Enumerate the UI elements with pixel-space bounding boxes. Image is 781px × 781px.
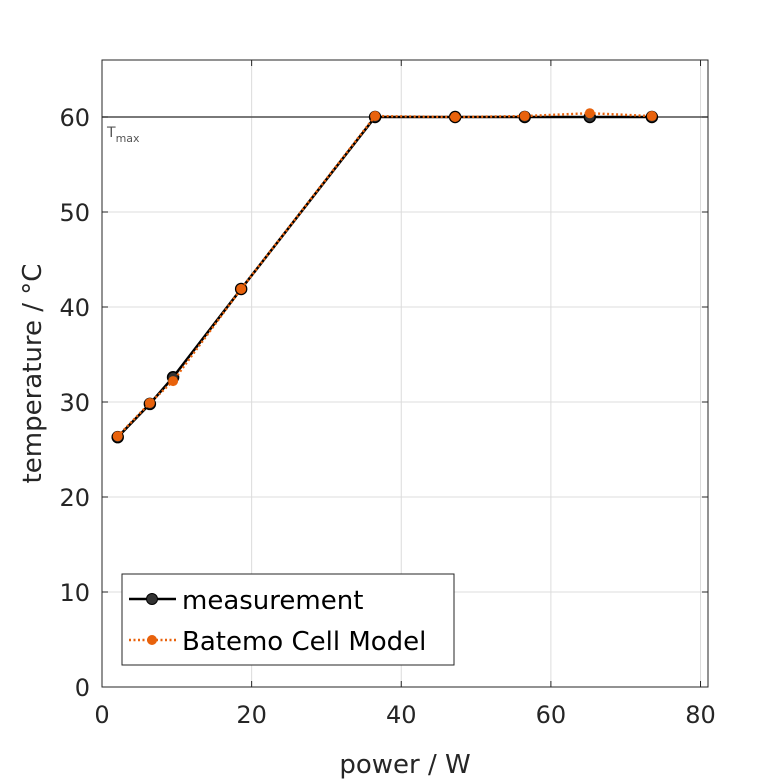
y-tick-label: 20 [59, 484, 90, 512]
legend: measurement Batemo Cell Model [121, 573, 455, 666]
data-point [370, 111, 381, 122]
x-tick-label: 20 [236, 701, 267, 729]
reference-line-group: Tmax [102, 116, 708, 145]
x-axis-label: power / W [339, 750, 470, 780]
data-point [112, 431, 123, 442]
x-tick-label: 40 [386, 701, 417, 729]
data-point [584, 108, 595, 119]
data-point [519, 111, 530, 122]
x-tick-label: 0 [94, 701, 109, 729]
y-tick-label: 30 [59, 389, 90, 417]
series-model [112, 108, 657, 442]
tmax-label-main: T [106, 125, 116, 141]
series-measurement [111, 110, 659, 444]
tick-labels: 0 20 40 60 80 0 10 20 30 40 50 60 [59, 60, 716, 729]
legend-marker [147, 635, 157, 645]
x-tick-label: 80 [685, 701, 716, 729]
tmax-label-sub: max [116, 132, 140, 145]
plot-area-frame [101, 59, 709, 688]
y-tick-label: 40 [59, 294, 90, 322]
legend-label: measurement [182, 586, 363, 616]
legend-entry: Batemo Cell Model [129, 627, 426, 657]
legend-box [121, 573, 455, 666]
data-point [168, 376, 179, 387]
tmax-label: Tmax [106, 125, 140, 145]
legend-marker [146, 593, 158, 605]
series-line [116, 115, 652, 439]
series-group [111, 108, 659, 444]
y-tick-label: 60 [59, 104, 90, 132]
y-tick-label: 50 [59, 199, 90, 227]
legend-entry: measurement [129, 586, 363, 616]
y-tick-label: 10 [59, 579, 90, 607]
series-line [116, 111, 652, 438]
y-axis-label: temperature / °C [18, 264, 48, 484]
data-point [236, 283, 247, 294]
data-point [646, 111, 657, 122]
data-point [450, 112, 461, 122]
legend-label: Batemo Cell Model [182, 627, 426, 657]
y-tick-label: 0 [75, 674, 90, 702]
x-tick-label: 60 [536, 701, 567, 729]
data-point [144, 397, 155, 408]
